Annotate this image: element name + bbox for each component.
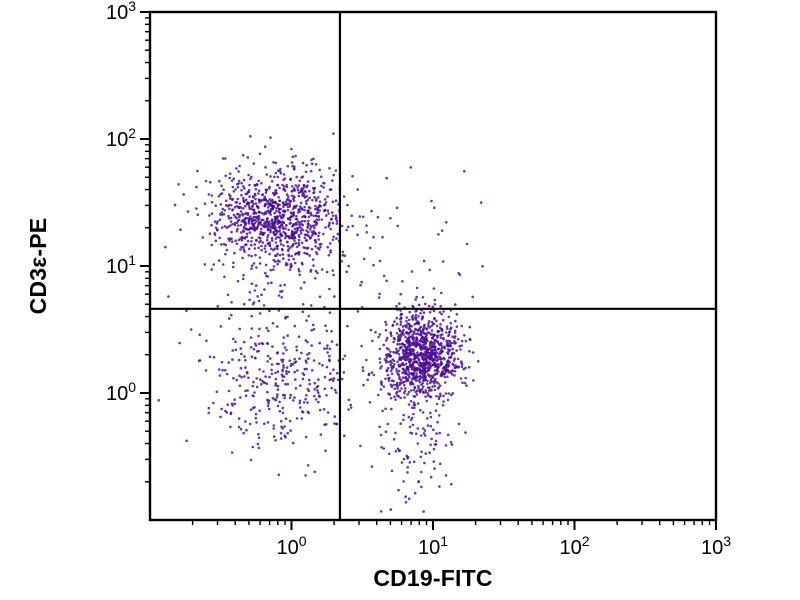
svg-text:102: 102 [559,533,589,559]
data-points [157,132,484,513]
plot-frame [148,10,718,522]
svg-text:103: 103 [106,0,136,24]
svg-text:101: 101 [106,252,136,278]
svg-text:102: 102 [106,125,136,151]
quadrant-gate-lines [150,12,716,520]
y-axis-label: CD3ε-PE [25,218,51,315]
svg-text:101: 101 [418,533,448,559]
x-axis-label: CD19-FITC [373,565,492,591]
svg-text:103: 103 [701,533,731,559]
svg-text:100: 100 [106,379,136,405]
svg-text:100: 100 [276,533,306,559]
axis-ticks: 100 101 102 103 100 101 102 103 [106,0,731,559]
